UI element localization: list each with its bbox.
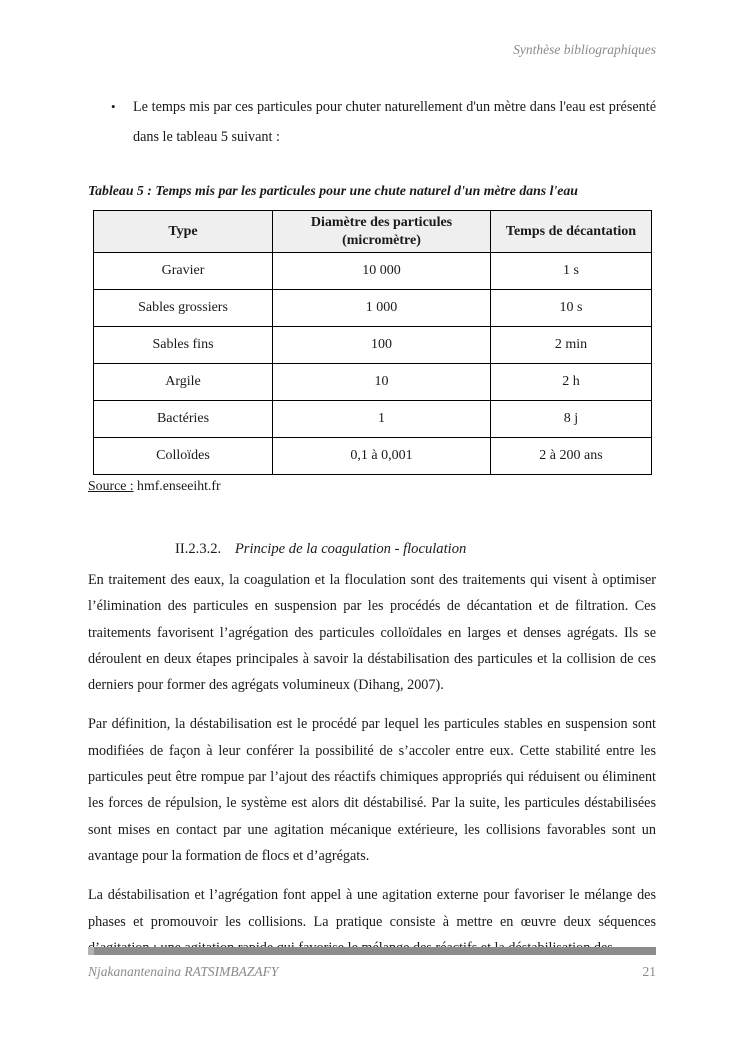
cell-time: 1 s [490, 252, 652, 290]
header-cell-type: Type [93, 210, 273, 253]
paragraph: En traitement des eaux, la coagulation e… [88, 572, 656, 694]
particles-table: Type Diamètre des particules (micromètre… [93, 210, 652, 475]
cell-type: Colloïdes [93, 437, 273, 475]
header-cell-time: Temps de décantation [490, 210, 652, 253]
cell-diameter: 1 [272, 400, 491, 438]
cell-time: 2 min [490, 326, 652, 364]
cell-time: 2 h [490, 363, 652, 401]
bullet-paragraph: • Le temps mis par ces particules pour c… [88, 92, 656, 152]
bullet-icon: • [111, 99, 116, 114]
source-value: hmf.enseeiht.fr [133, 478, 221, 493]
cell-type: Gravier [93, 252, 273, 290]
table-header-row: Type Diamètre des particules (micromètre… [93, 210, 652, 253]
section-heading: II.2.3.2. Principe de la coagulation - f… [175, 541, 656, 558]
header-cell-diameter: Diamètre des particules (micromètre) [272, 210, 491, 253]
bullet-text: Le temps mis par ces particules pour chu… [133, 99, 656, 145]
cell-diameter: 10 [272, 363, 491, 401]
table-row: Argile 10 2 h [93, 363, 652, 401]
footer-divider-bar [88, 947, 656, 955]
table-row: Bactéries 1 8 j [93, 400, 652, 438]
document-page: Synthèse bibliographiques • Le temps mis… [88, 0, 656, 1053]
section-number: II.2.3.2. [175, 541, 222, 557]
running-head: Synthèse bibliographiques [513, 42, 656, 57]
source-line: Source : hmf.enseeiht.fr [88, 478, 656, 494]
table-row: Sables fins 100 2 min [93, 326, 652, 364]
paragraph: Par définition, la déstabilisation est l… [88, 716, 656, 864]
page-number: 21 [642, 964, 657, 979]
table-caption: Tableau 5 : Temps mis par les particules… [88, 183, 578, 198]
cell-diameter: 100 [272, 326, 491, 364]
table-row: Sables grossiers 1 000 10 s [93, 289, 652, 327]
cell-time: 2 à 200 ans [490, 437, 652, 475]
page-footer: Njakanantenaina RATSIMBAZAFY 21 [88, 947, 656, 980]
table-row: Colloïdes 0,1 à 0,001 2 à 200 ans [93, 437, 652, 475]
cell-diameter: 0,1 à 0,001 [272, 437, 491, 475]
cell-diameter: 1 000 [272, 289, 491, 327]
cell-type: Sables fins [93, 326, 273, 364]
footer-author: Njakanantenaina RATSIMBAZAFY [88, 964, 279, 979]
table-row: Gravier 10 000 1 s [93, 252, 652, 290]
cell-time: 8 j [490, 400, 652, 438]
cell-type: Argile [93, 363, 273, 401]
cell-type: Bactéries [93, 400, 273, 438]
section-title: Principe de la coagulation - floculation [234, 541, 467, 557]
footer-bar-notch [88, 947, 94, 955]
cell-diameter: 10 000 [272, 252, 491, 290]
cell-time: 10 s [490, 289, 652, 327]
source-label: Source : [88, 478, 134, 493]
footer-row: Njakanantenaina RATSIMBAZAFY 21 [88, 964, 656, 980]
cell-type: Sables grossiers [93, 289, 273, 327]
